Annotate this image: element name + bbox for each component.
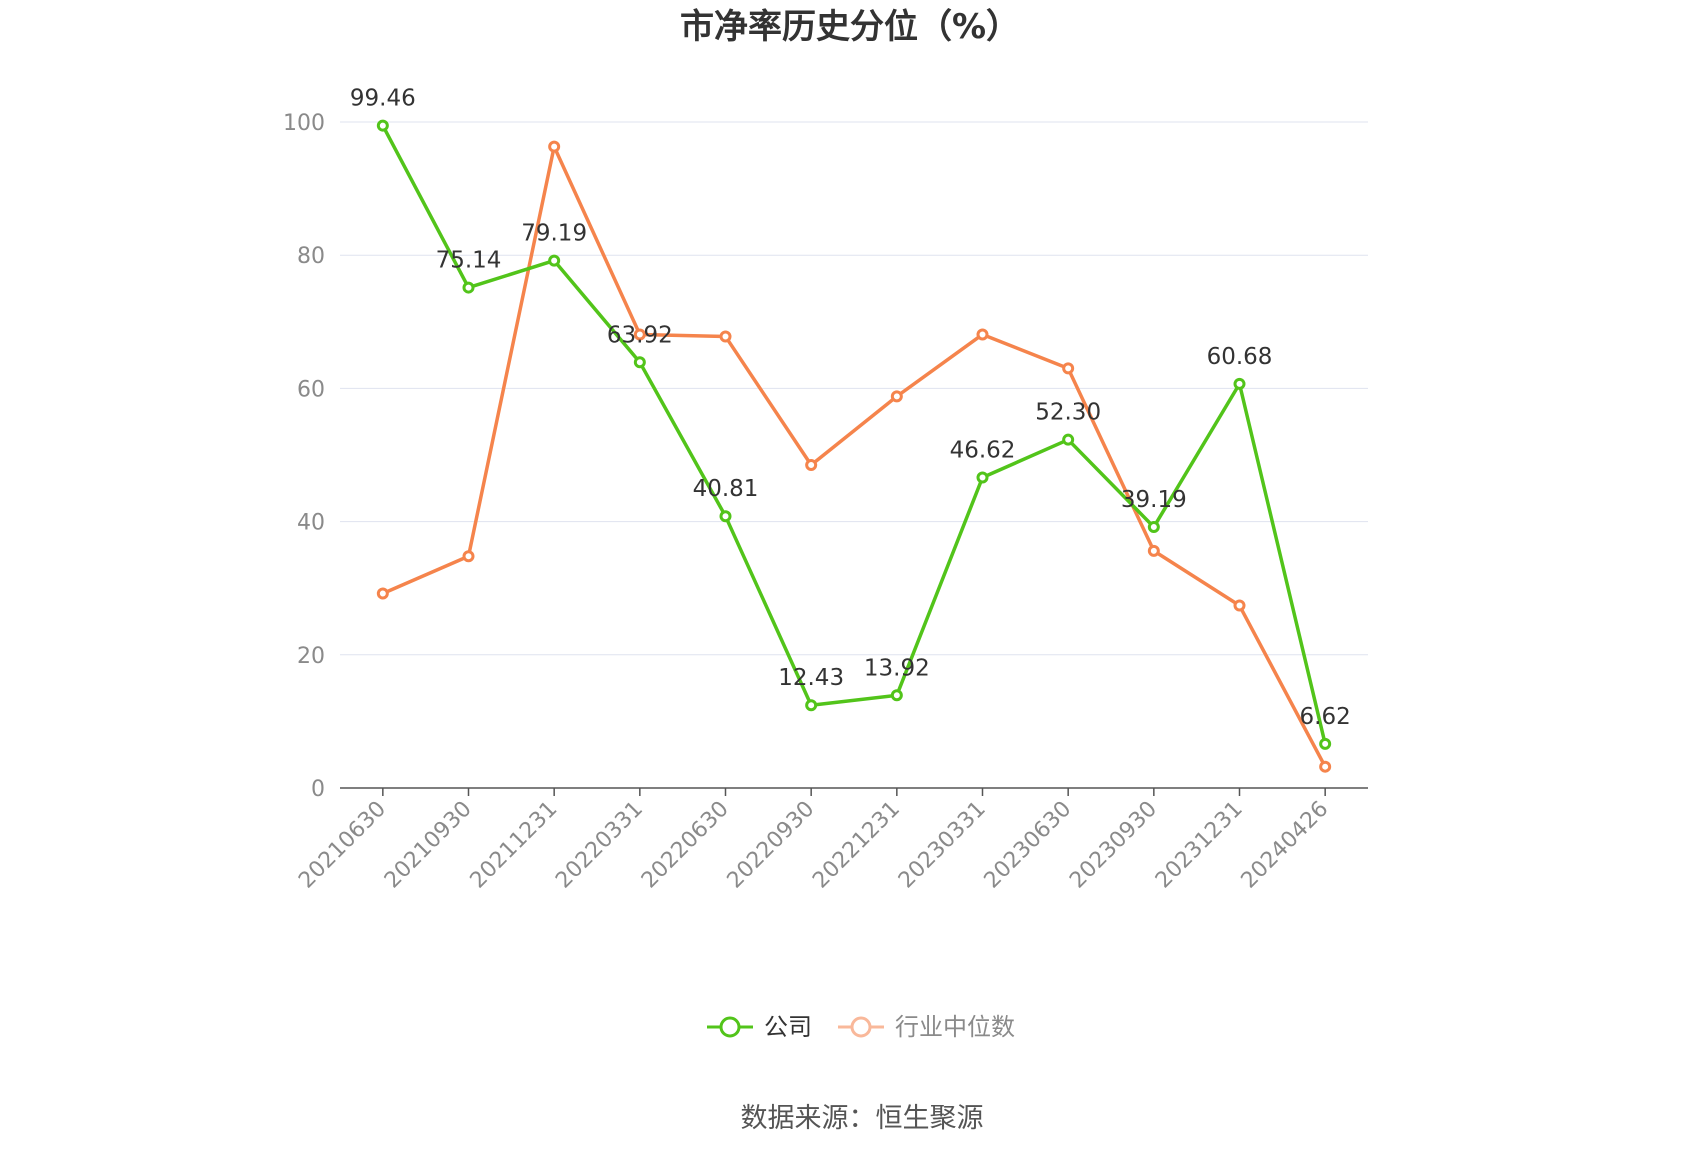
legend: 公司 行业中位数 (707, 1013, 1015, 1041)
x-tick-label: 20211231 (466, 797, 563, 894)
x-tick-label: 20221231 (808, 797, 905, 894)
x-tick-label: 20210630 (294, 797, 391, 894)
data-label: 40.81 (693, 476, 759, 502)
data-point[interactable] (805, 458, 818, 471)
data-label: 46.62 (950, 438, 1016, 464)
data-label: 75.14 (436, 248, 502, 274)
data-label: 63.92 (607, 322, 673, 348)
grid-lines (340, 121, 1368, 656)
data-labels: 99.46 75.14 79.19 63.92 40.81 12.43 13.92 46.62… (350, 86, 1351, 730)
y-tick-label: 80 (297, 244, 325, 269)
data-point[interactable] (1319, 760, 1332, 773)
x-tick-label: 20220331 (551, 797, 648, 894)
x-axis: 2021063020210930202112312022033120220630… (294, 787, 1368, 894)
data-point[interactable] (548, 140, 561, 153)
data-label: 99.46 (350, 86, 416, 112)
data-label: 13.92 (864, 655, 930, 681)
y-tick-label: 20 (297, 644, 325, 669)
data-point[interactable] (976, 471, 989, 484)
x-tick-label: 20230630 (980, 797, 1077, 894)
legend-item-industry-median[interactable]: 行业中位数 (838, 1013, 1015, 1041)
data-point[interactable] (1233, 599, 1246, 612)
data-point[interactable] (1147, 520, 1160, 533)
data-label: 52.30 (1035, 400, 1101, 426)
data-point[interactable] (890, 390, 903, 403)
legend-label-company: 公司 (764, 1013, 812, 1041)
data-label: 60.68 (1207, 344, 1273, 370)
x-tick-label: 20240426 (1237, 797, 1334, 894)
data-point[interactable] (719, 510, 732, 523)
series-line-0 (381, 124, 1327, 745)
data-point[interactable] (376, 587, 389, 600)
y-axis: 0 20 40 60 80 100 (283, 111, 325, 802)
data-point[interactable] (376, 119, 389, 132)
data-point[interactable] (1147, 544, 1160, 557)
data-point[interactable] (462, 281, 475, 294)
y-tick-label: 40 (297, 511, 325, 536)
data-point[interactable] (890, 689, 903, 702)
series-line-1 (382, 144, 1327, 768)
data-point[interactable] (1233, 377, 1246, 390)
y-tick-label: 0 (311, 777, 325, 802)
legend-item-company[interactable]: 公司 (707, 1013, 812, 1041)
data-point[interactable] (462, 550, 475, 563)
chart-title: 市净率历史分位（%） (680, 7, 1020, 47)
data-point[interactable] (633, 328, 646, 341)
x-tick-label: 20231231 (1151, 797, 1248, 894)
data-point[interactable] (548, 254, 561, 267)
x-tick-label: 20210930 (380, 797, 477, 894)
x-tick-label: 20230930 (1065, 797, 1162, 894)
data-label: 6.62 (1300, 704, 1351, 730)
data-point[interactable] (1062, 433, 1075, 446)
data-source: 数据来源：恒生聚源 (741, 1103, 984, 1134)
series-layer (376, 119, 1332, 773)
data-point[interactable] (633, 356, 646, 369)
data-point[interactable] (719, 330, 732, 343)
data-label: 12.43 (778, 665, 844, 691)
data-label: 39.19 (1121, 487, 1187, 513)
data-point[interactable] (805, 699, 818, 712)
x-tick-label: 20230331 (894, 797, 991, 894)
data-point[interactable] (976, 328, 989, 341)
legend-label-industry-median: 行业中位数 (895, 1013, 1015, 1041)
y-tick-label: 60 (297, 377, 325, 402)
data-point[interactable] (1062, 362, 1075, 375)
data-point[interactable] (1319, 737, 1332, 750)
x-tick-label: 20220930 (723, 797, 820, 894)
x-tick-label: 20220630 (637, 797, 734, 894)
y-tick-label: 100 (283, 111, 325, 136)
data-label: 79.19 (521, 221, 587, 247)
